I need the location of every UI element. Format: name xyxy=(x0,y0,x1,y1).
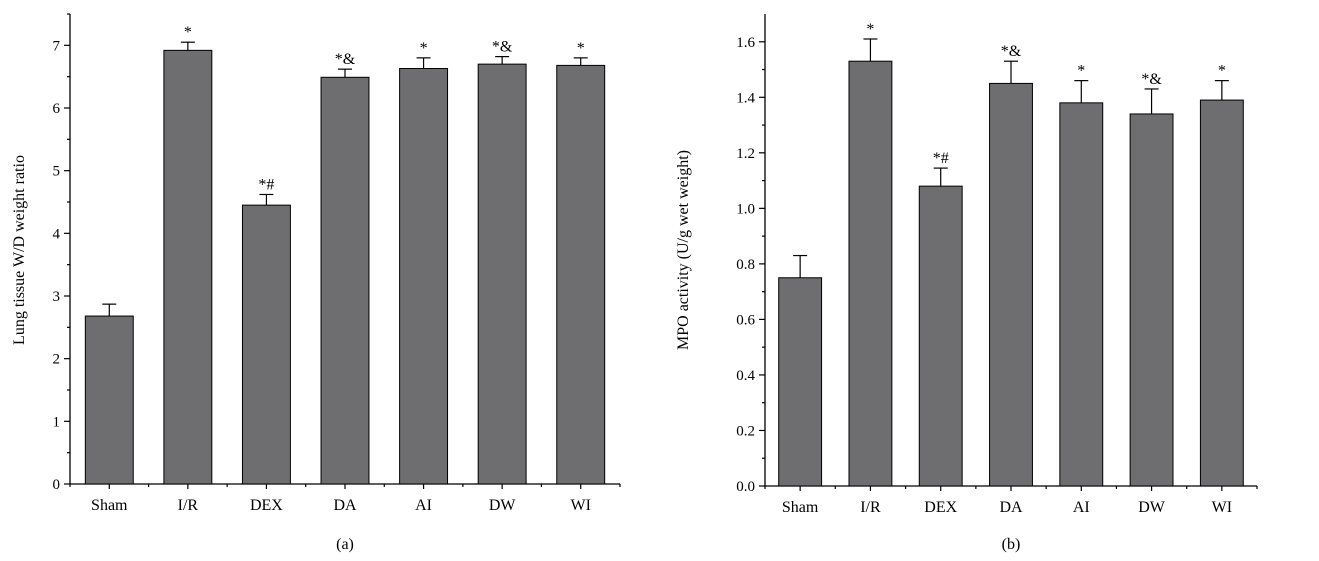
y-tick-label-b: 1.2 xyxy=(736,146,755,162)
bar-a-sham xyxy=(84,315,134,485)
x-tick-label-b: DEX xyxy=(924,499,957,516)
panel-label-b: (b) xyxy=(1002,536,1021,553)
significance-label-a: *& xyxy=(492,39,513,56)
significance-label-b: *& xyxy=(1141,71,1162,88)
bar-b-ir xyxy=(848,60,893,487)
y-tick-label-b: 1.0 xyxy=(736,201,755,217)
y-tick-label-a: 2 xyxy=(53,352,61,368)
x-tick-label-a: DEX xyxy=(250,497,283,514)
y-tick-label-b: 0.0 xyxy=(736,479,755,495)
bar-a-da xyxy=(320,76,370,485)
y-tick-label-b: 0.2 xyxy=(736,423,755,439)
significance-label-a: * xyxy=(420,40,428,57)
y-tick-label-a: 5 xyxy=(53,164,61,180)
x-tick-label-a: Sham xyxy=(91,497,128,514)
y-tick-label-a: 7 xyxy=(53,38,61,54)
chart-panel-b: MPO activity (U/g wet weight) (b) 0.0 0.2… xyxy=(675,14,1258,553)
x-tick-label-b: WI xyxy=(1212,499,1232,516)
bar-a-dw xyxy=(477,63,527,485)
bar-b-wi xyxy=(1199,99,1244,487)
panel-label-a: (a) xyxy=(336,536,354,553)
significance-label-b: * xyxy=(1218,63,1226,80)
significance-label-a: * xyxy=(577,40,585,57)
bar-b-dw xyxy=(1129,113,1174,487)
y-tick-label-a: 0 xyxy=(53,477,61,493)
bar-b-da xyxy=(989,82,1033,487)
y-axis-label-b: MPO activity (U/g wet weight) xyxy=(675,150,692,350)
bar-b-dex xyxy=(918,185,963,487)
x-tick-label-b: DW xyxy=(1138,499,1166,516)
y-tick-label-b: 0.4 xyxy=(736,368,755,384)
x-tick-label-b: Sham xyxy=(782,499,819,516)
x-tick-label-b: DA xyxy=(999,499,1023,516)
x-tick-label-a: DW xyxy=(489,497,517,514)
significance-label-b: * xyxy=(1077,63,1085,80)
y-tick-label-b: 1.6 xyxy=(736,35,755,51)
x-tick-label-a: DA xyxy=(333,497,357,514)
x-tick-label-a: WI xyxy=(570,497,590,514)
x-tick-label-a: I/R xyxy=(178,497,199,514)
y-tick-label-b: 1.4 xyxy=(736,90,755,106)
x-tick-label-b: I/R xyxy=(860,499,881,516)
y-axis-label-a: Lung tissue W/D weight ratio xyxy=(11,155,28,345)
significance-label-b: *# xyxy=(933,150,949,167)
x-tick-label-b: AI xyxy=(1073,499,1090,516)
significance-label-b: * xyxy=(866,21,874,38)
y-tick-label-b: 0.6 xyxy=(736,312,755,328)
y-tick-label-a: 4 xyxy=(53,226,61,242)
bar-a-wi xyxy=(556,64,606,485)
y-tick-label-b: 0.8 xyxy=(736,257,755,273)
bar-a-ir xyxy=(163,49,213,485)
bar-b-ai xyxy=(1059,102,1104,487)
significance-label-a: * xyxy=(184,24,192,41)
bar-a-ai xyxy=(399,68,449,485)
y-tick-label-a: 3 xyxy=(53,289,61,305)
significance-label-a: *# xyxy=(258,176,274,193)
y-tick-label-a: 1 xyxy=(53,414,61,430)
x-tick-label-a: AI xyxy=(415,497,432,514)
significance-label-b: *& xyxy=(1001,43,1022,60)
significance-label-a: *& xyxy=(335,51,356,68)
bar-a-dex xyxy=(241,204,291,485)
bar-b-sham xyxy=(778,277,823,487)
chart-panel-a: Lung tissue W/D weight ratio (a) 0 1 2 3 4 5 6… xyxy=(11,13,621,553)
y-tick-label-a: 6 xyxy=(53,101,61,117)
